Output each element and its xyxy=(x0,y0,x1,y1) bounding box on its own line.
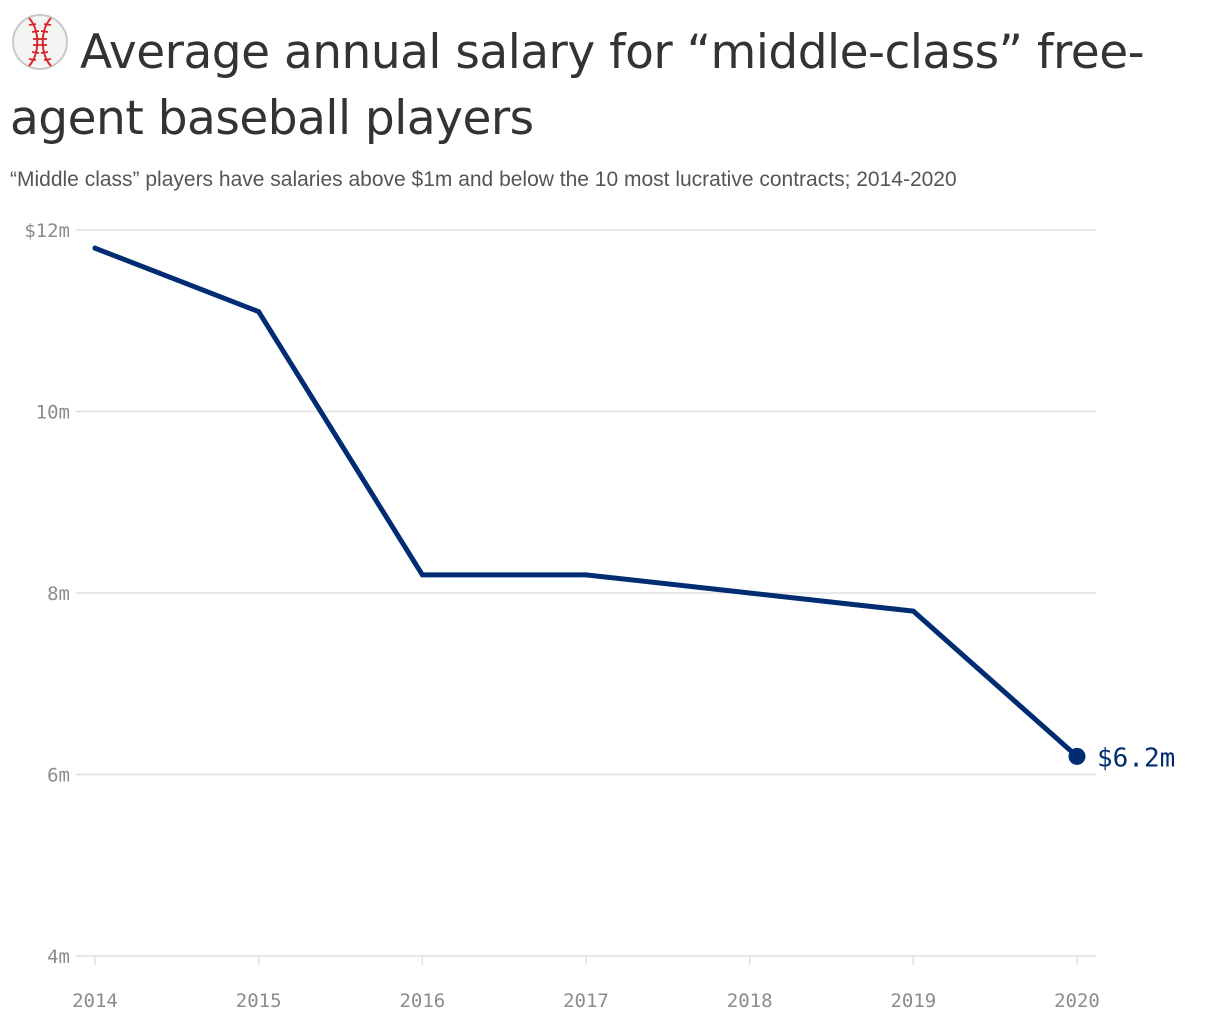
x-tick-label: 2018 xyxy=(727,990,773,1012)
x-axis-labels: 2014 2015 2016 2017 2018 2019 2020 xyxy=(72,990,1100,1012)
data-point xyxy=(747,590,753,596)
series-line xyxy=(92,245,1080,759)
x-axis-ticks xyxy=(94,956,1078,965)
series-layer: $6.2m xyxy=(92,245,1175,773)
data-point xyxy=(419,572,425,578)
x-tick-label: 2019 xyxy=(890,990,936,1012)
y-tick-label: 8m xyxy=(47,583,70,605)
y-tick-label: $12m xyxy=(24,220,70,242)
chart-subtitle: “Middle class” players have salaries abo… xyxy=(10,168,957,191)
data-point xyxy=(92,245,98,251)
chart-title-text: Average annual salary for “middle-class”… xyxy=(10,25,1145,146)
baseball-icon xyxy=(12,14,68,70)
data-point xyxy=(910,608,916,614)
x-tick-label: 2017 xyxy=(563,990,609,1012)
data-point xyxy=(256,309,262,315)
chart-title: Average annual salary for “middle-class”… xyxy=(10,12,1205,152)
x-tick-label: 2020 xyxy=(1054,990,1100,1012)
gridlines xyxy=(76,229,1096,957)
y-tick-label: 10m xyxy=(36,402,70,424)
x-tick-label: 2014 xyxy=(72,990,118,1012)
x-tick-label: 2015 xyxy=(236,990,282,1012)
end-value-label: $6.2m xyxy=(1097,743,1175,773)
end-point-marker xyxy=(1068,747,1086,765)
y-axis-labels: 4m 6m 8m 10m $12m xyxy=(24,220,70,968)
y-tick-label: 4m xyxy=(47,946,70,968)
y-tick-label: 6m xyxy=(47,765,70,787)
x-tick-label: 2016 xyxy=(399,990,445,1012)
data-point xyxy=(583,572,589,578)
